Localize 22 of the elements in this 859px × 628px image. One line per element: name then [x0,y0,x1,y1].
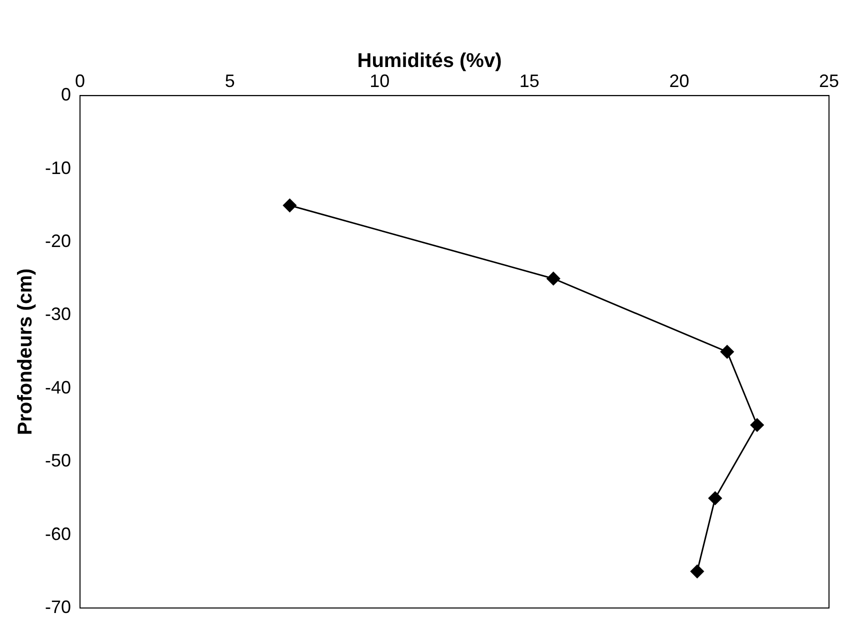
point [690,564,704,578]
y-tick-label: -70 [45,596,72,617]
y-tick-label: -60 [45,524,72,544]
point [720,345,734,359]
x-tick-label: 15 [519,70,540,91]
x-tick-label: 0 [75,70,86,91]
x-tick-label: 25 [818,70,840,91]
point [282,198,296,212]
y-tick-label: -40 [45,377,72,398]
x-tick-label: 10 [370,70,390,91]
point [750,418,764,432]
chart-title: Humidités (%v) [357,50,502,72]
point [546,272,560,286]
y-tick-label: -20 [45,230,72,251]
y-tick-label: -30 [45,304,72,324]
y-axis-title: Profondeurs (cm) [14,268,37,436]
y-tick-label: -50 [45,450,72,471]
x-tick-label: 5 [224,70,235,91]
y-tick-label: 0 [61,84,72,105]
y-tick-label: -10 [45,158,72,178]
point [708,491,722,505]
x-tick-label: 20 [669,70,690,91]
